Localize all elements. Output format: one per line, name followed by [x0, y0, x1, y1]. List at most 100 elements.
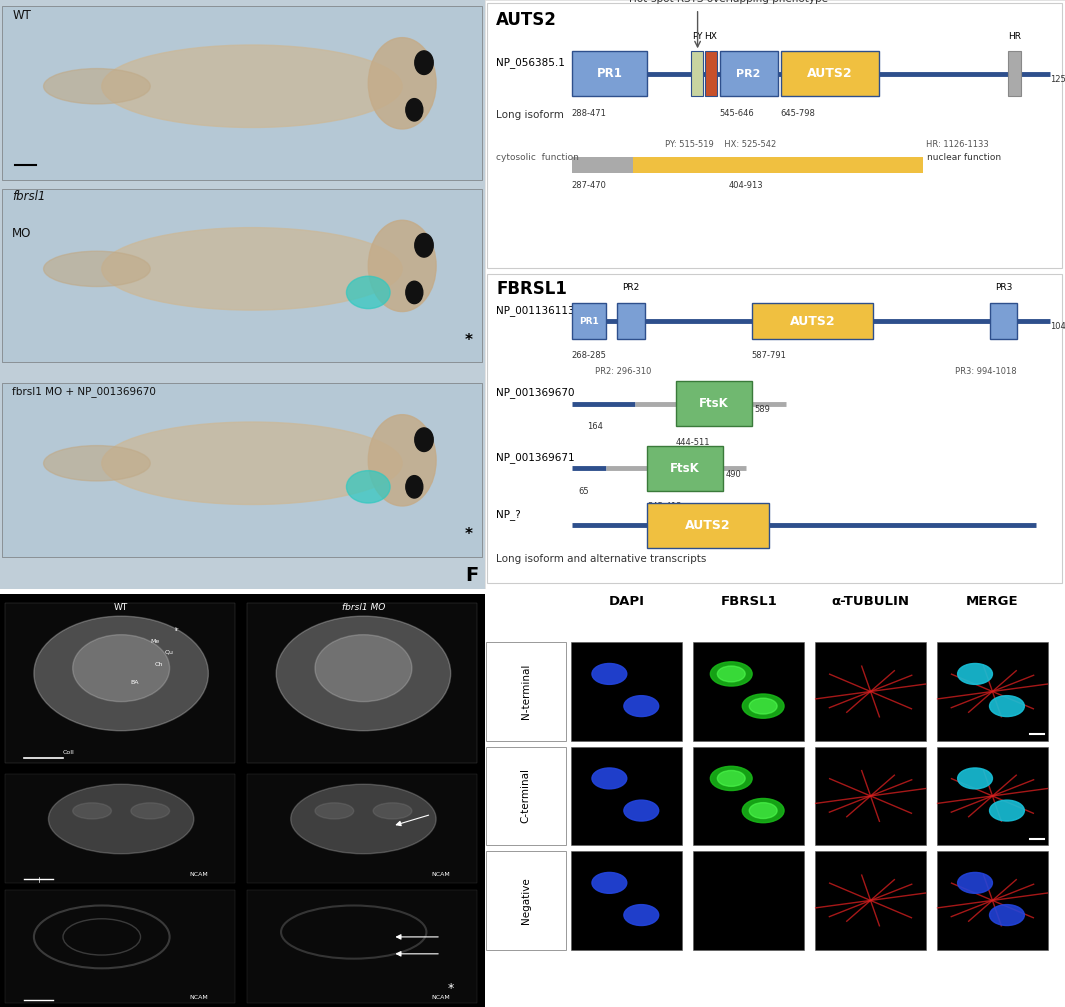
Text: FBRSL1: FBRSL1: [496, 280, 567, 298]
Text: Long isoform and alternative transcripts: Long isoform and alternative transcripts: [496, 554, 706, 564]
Bar: [247, 890, 477, 1003]
Bar: [571, 747, 683, 845]
Bar: [815, 851, 927, 950]
Text: NCAM: NCAM: [189, 995, 208, 1000]
Ellipse shape: [315, 803, 354, 819]
Ellipse shape: [989, 696, 1025, 717]
Text: HR: HR: [1007, 31, 1021, 40]
Text: PR1: PR1: [596, 67, 622, 81]
Ellipse shape: [44, 251, 150, 287]
Text: 1259: 1259: [1050, 76, 1065, 84]
Text: NCAM: NCAM: [431, 872, 450, 877]
Ellipse shape: [592, 664, 627, 685]
Text: 490: 490: [726, 469, 742, 478]
Text: WT: WT: [114, 603, 128, 612]
Ellipse shape: [368, 221, 437, 311]
Ellipse shape: [414, 428, 433, 451]
FancyBboxPatch shape: [752, 303, 873, 338]
Text: 288-471: 288-471: [572, 109, 606, 118]
Ellipse shape: [102, 422, 403, 505]
Ellipse shape: [414, 51, 433, 75]
Text: F: F: [465, 566, 479, 585]
Text: NCAM: NCAM: [431, 995, 450, 1000]
Text: MERGE: MERGE: [966, 595, 1019, 608]
Ellipse shape: [742, 799, 784, 823]
Text: NP_?: NP_?: [496, 510, 521, 521]
Ellipse shape: [624, 904, 658, 925]
Text: PR2: 296-310: PR2: 296-310: [595, 367, 651, 376]
Bar: [2, 383, 482, 557]
Text: 268-285: 268-285: [572, 350, 606, 359]
Ellipse shape: [957, 768, 993, 788]
Ellipse shape: [346, 276, 390, 308]
Text: 587-791: 587-791: [752, 350, 786, 359]
Text: *: *: [464, 332, 473, 347]
FancyBboxPatch shape: [781, 51, 880, 96]
Text: 645-798: 645-798: [781, 109, 816, 118]
Bar: [5, 603, 235, 763]
FancyBboxPatch shape: [648, 446, 722, 490]
Text: PR3: PR3: [995, 283, 1012, 292]
Ellipse shape: [406, 281, 423, 304]
Ellipse shape: [48, 784, 194, 854]
Bar: [571, 642, 683, 740]
Ellipse shape: [989, 904, 1025, 925]
Bar: [2, 188, 482, 363]
FancyBboxPatch shape: [1009, 51, 1021, 96]
Text: HX: HX: [705, 31, 718, 40]
Ellipse shape: [592, 768, 627, 788]
Bar: [2, 6, 482, 179]
Text: PR2: PR2: [737, 68, 760, 79]
Ellipse shape: [102, 228, 403, 310]
Text: Coll: Coll: [63, 750, 75, 755]
Ellipse shape: [131, 803, 169, 819]
Text: Qu: Qu: [165, 650, 174, 655]
Ellipse shape: [710, 766, 752, 790]
Ellipse shape: [346, 470, 390, 504]
Text: Long isoform: Long isoform: [496, 110, 564, 120]
Ellipse shape: [406, 475, 423, 498]
Ellipse shape: [291, 784, 436, 854]
Text: Ch: Ch: [155, 663, 163, 667]
Text: 65: 65: [578, 487, 589, 496]
Text: 164: 164: [587, 422, 603, 431]
Bar: [937, 747, 1048, 845]
Text: NP_001369670: NP_001369670: [496, 388, 575, 399]
Text: PY: PY: [692, 31, 702, 40]
Bar: [937, 851, 1048, 950]
Text: nuclear function: nuclear function: [927, 153, 1001, 162]
Ellipse shape: [742, 694, 784, 718]
Bar: [571, 851, 683, 950]
Ellipse shape: [368, 37, 437, 129]
Text: NP_056385.1: NP_056385.1: [496, 57, 566, 68]
Bar: [247, 773, 477, 883]
Bar: [815, 642, 927, 740]
Text: NP_001369671: NP_001369671: [496, 452, 575, 463]
FancyBboxPatch shape: [617, 303, 644, 338]
Ellipse shape: [750, 803, 777, 819]
Ellipse shape: [44, 445, 150, 481]
Text: NCAM: NCAM: [189, 872, 208, 877]
Text: AUTS2: AUTS2: [685, 519, 731, 532]
Text: FBRSL1: FBRSL1: [720, 595, 777, 608]
Bar: [5, 773, 235, 883]
FancyBboxPatch shape: [572, 157, 633, 173]
FancyBboxPatch shape: [486, 851, 566, 950]
FancyBboxPatch shape: [572, 51, 648, 96]
Text: C-terminal: C-terminal: [521, 768, 530, 824]
Ellipse shape: [989, 801, 1025, 821]
Ellipse shape: [957, 664, 993, 685]
Text: α-TUBULIN: α-TUBULIN: [832, 595, 910, 608]
Text: DAPI: DAPI: [609, 595, 644, 608]
FancyBboxPatch shape: [690, 51, 703, 96]
Bar: [247, 603, 477, 763]
Text: 345-412: 345-412: [648, 502, 682, 512]
FancyBboxPatch shape: [488, 3, 1062, 268]
Text: fbrsl1 MO + NP_001369670: fbrsl1 MO + NP_001369670: [12, 386, 155, 397]
Ellipse shape: [957, 872, 993, 893]
Text: fbrsl1 MO: fbrsl1 MO: [342, 603, 386, 612]
FancyBboxPatch shape: [705, 51, 718, 96]
Text: PR2: PR2: [622, 283, 639, 292]
Ellipse shape: [718, 666, 746, 682]
Text: Me: Me: [150, 639, 160, 644]
